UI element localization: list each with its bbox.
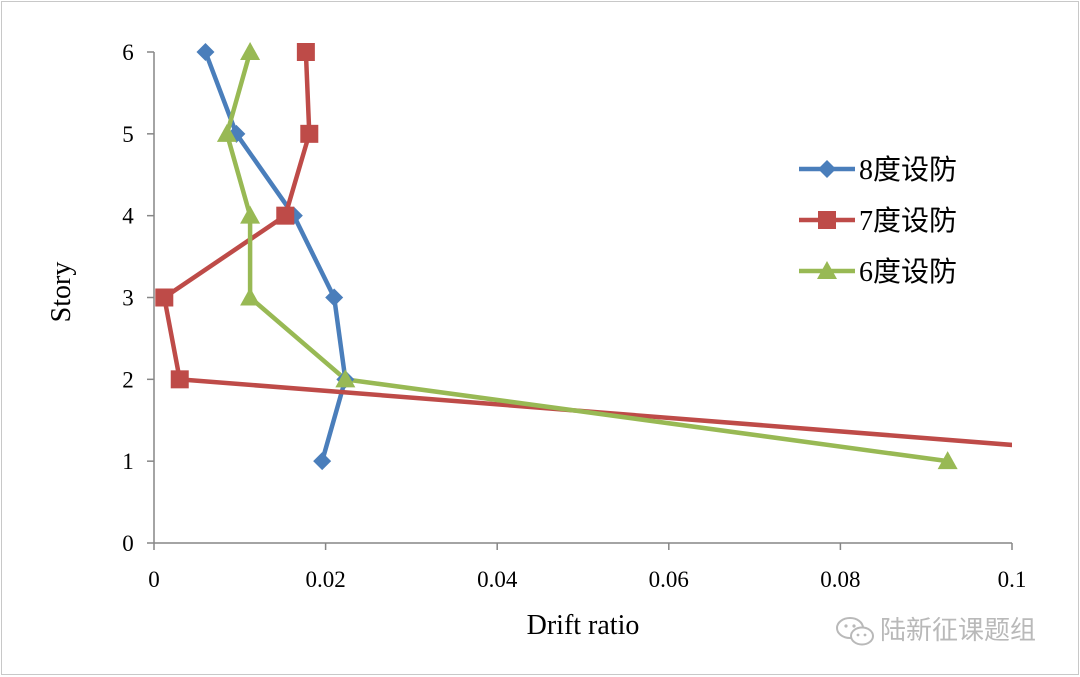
data-point-marker	[196, 43, 215, 61]
data-point-marker	[170, 370, 189, 389]
data-point-marker	[240, 42, 261, 60]
legend-label: 7度设防	[859, 205, 957, 237]
watermark-text: 陆新征课题组	[880, 616, 1036, 646]
legend-marker	[818, 160, 836, 178]
x-axis-title: Drift ratio	[527, 610, 640, 641]
y-tick-label: 4	[122, 204, 134, 229]
series-line-2	[162, 51, 1012, 448]
legend-marker	[818, 211, 836, 229]
x-tick-label: 0.1	[998, 567, 1027, 592]
data-point-marker	[325, 288, 344, 307]
legend: 8度设防 7度设防 6度设防	[799, 154, 957, 288]
series-layer	[162, 51, 1012, 464]
wechat-icon	[836, 617, 874, 646]
data-point-marker	[155, 288, 174, 307]
x-tick-label: 0.06	[649, 567, 689, 592]
data-point-marker	[276, 206, 295, 225]
marker-layer	[155, 42, 958, 471]
data-point-marker	[313, 452, 332, 471]
legend-marker	[817, 261, 837, 279]
y-axis-title: Story	[46, 262, 77, 323]
data-point-marker	[216, 123, 237, 142]
x-tick-label: 0.02	[305, 567, 345, 592]
data-point-marker	[300, 124, 319, 143]
data-point-marker	[937, 451, 958, 470]
series-line-3	[224, 51, 948, 464]
y-tick-label: 5	[122, 122, 134, 147]
y-tick-label: 2	[122, 367, 134, 392]
y-tick-label: 1	[122, 449, 134, 474]
data-point-marker	[335, 369, 356, 388]
x-tick-label: 0.04	[477, 567, 518, 592]
y-tick-label: 3	[122, 286, 134, 311]
data-point-marker	[240, 205, 261, 224]
y-tick-label: 6	[122, 40, 134, 65]
y-tick-label: 0	[122, 531, 134, 556]
x-tick-label: 0.08	[820, 567, 860, 592]
watermark: 陆新征课题组	[836, 616, 1036, 646]
legend-label: 6度设防	[859, 256, 957, 288]
data-point-marker	[296, 43, 315, 61]
x-tick-label: 0	[148, 567, 160, 592]
legend-item: 8度设防	[799, 154, 957, 186]
axes: 0 1 2 3 4 5 6 0 0.02 0.04 0.06 0.08 0.1	[122, 40, 1026, 592]
legend-item: 6度设防	[799, 256, 957, 288]
legend-item: 7度设防	[799, 205, 957, 237]
data-point-marker	[240, 287, 261, 306]
legend-label: 8度设防	[859, 154, 957, 186]
